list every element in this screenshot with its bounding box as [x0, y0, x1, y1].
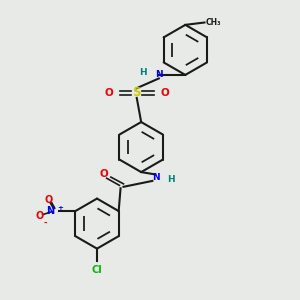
Text: N: N	[155, 70, 163, 80]
Text: H: H	[167, 175, 175, 184]
Text: S: S	[133, 86, 141, 99]
Text: O: O	[36, 212, 44, 221]
Text: N: N	[46, 206, 55, 216]
Text: O: O	[104, 88, 113, 98]
Text: CH₃: CH₃	[206, 18, 221, 27]
Text: -: -	[44, 219, 47, 228]
Text: +: +	[58, 205, 64, 211]
Text: N: N	[152, 173, 160, 182]
Text: H: H	[140, 68, 147, 77]
Text: O: O	[160, 88, 169, 98]
Text: O: O	[45, 195, 53, 205]
Text: Cl: Cl	[92, 265, 102, 275]
Text: O: O	[100, 169, 109, 179]
